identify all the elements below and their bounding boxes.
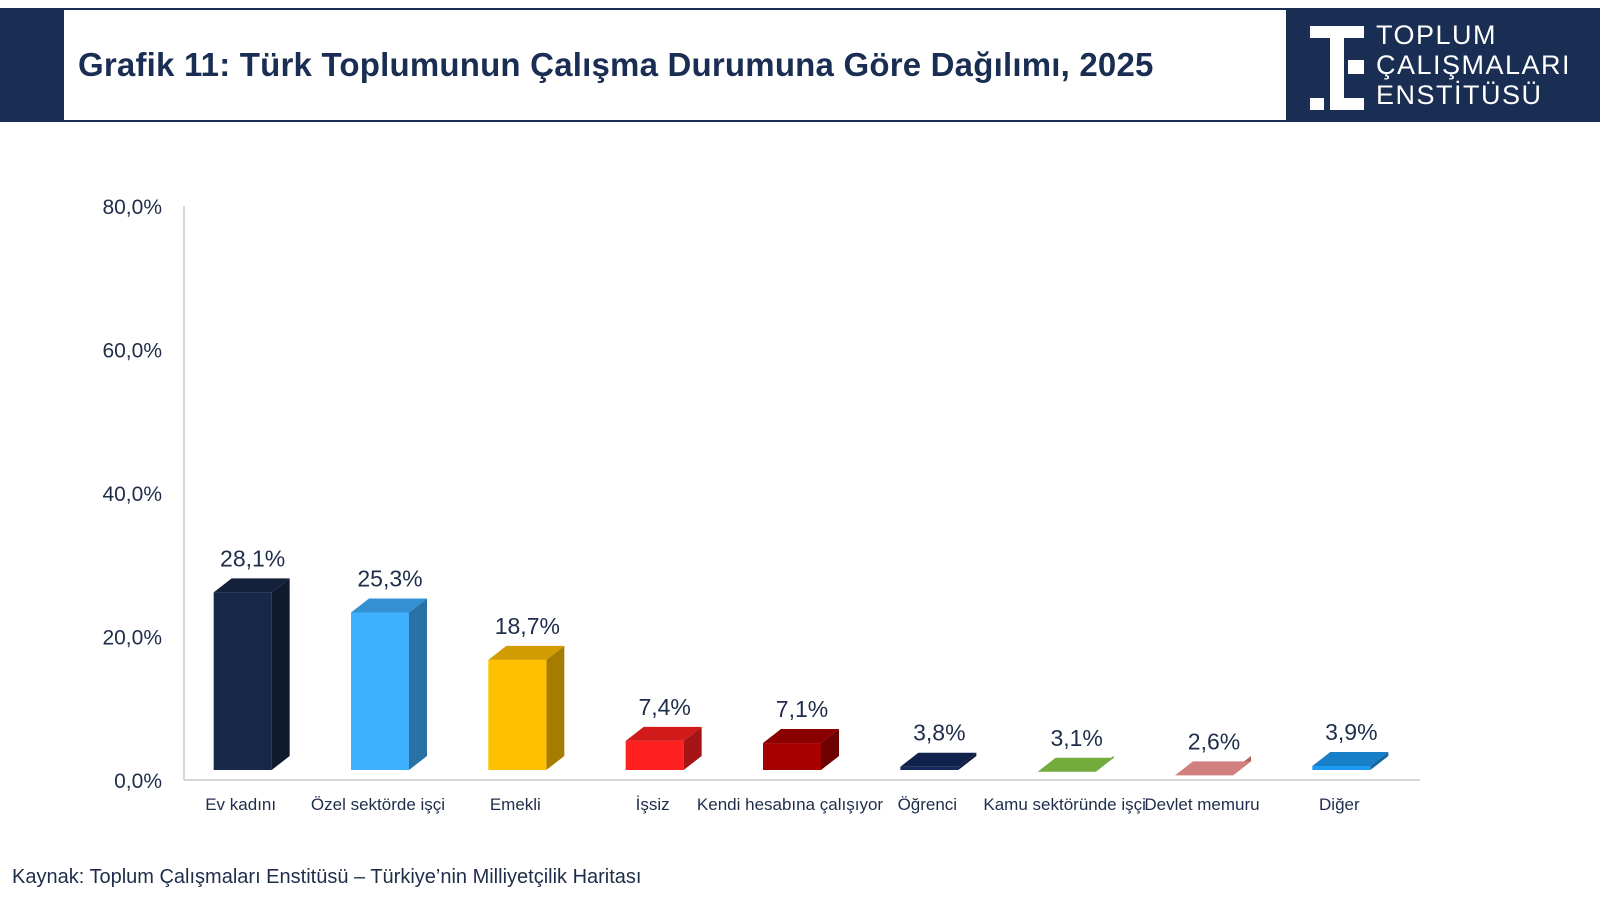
logo-line-3: ENSTİTÜSÜ (1376, 80, 1543, 110)
bar-top (1037, 757, 1114, 772)
bar (763, 743, 821, 770)
institute-logo: TOPLUM ÇALIŞMALARI ENSTİTÜSÜ (1310, 20, 1590, 114)
y-tick-label: 60,0% (102, 340, 162, 363)
chart-title: Grafik 11: Türk Toplumunun Çalışma Durum… (78, 46, 1154, 83)
source-note: Kaynak: Toplum Çalışmaları Enstitüsü – T… (12, 866, 642, 888)
x-tick-label: Özel sektörde işçi (311, 795, 445, 814)
bar-top (763, 729, 839, 744)
bar-side (683, 726, 702, 770)
data-label: 3,1% (1050, 725, 1102, 751)
header-accent (0, 8, 64, 122)
data-label: 7,1% (776, 696, 828, 722)
bar-top (351, 598, 427, 613)
title-box: Grafik 11: Türk Toplumunun Çalışma Durum… (64, 10, 1286, 120)
x-tick-label: Öğrenci (898, 795, 958, 814)
bar-side (409, 598, 427, 770)
bar (351, 612, 409, 770)
bar-top (900, 752, 977, 767)
x-tick-label: İşsiz (636, 795, 670, 814)
x-tick-label: Ev kadını (205, 795, 276, 814)
data-label: 2,6% (1188, 728, 1240, 754)
bar-top (625, 726, 702, 741)
logo-text: TOPLUM ÇALIŞMALARI ENSTİTÜSÜ (1376, 20, 1571, 110)
y-tick-label: 40,0% (102, 483, 162, 506)
data-label: 25,3% (357, 565, 422, 591)
data-label: 3,8% (913, 720, 965, 746)
bar-top (1175, 761, 1251, 776)
y-tick-label: 20,0% (102, 627, 162, 650)
data-label: 18,7% (495, 613, 560, 639)
bar (213, 592, 272, 770)
bar-top (488, 645, 565, 660)
bar (1312, 766, 1371, 770)
bar-top (1312, 752, 1389, 767)
data-label: 7,4% (638, 694, 690, 720)
x-tick-label: Diğer (1319, 795, 1360, 814)
bar (625, 740, 684, 770)
bar (488, 659, 547, 770)
bar-side (821, 729, 839, 770)
bar (900, 766, 959, 770)
bar-side (546, 645, 565, 770)
x-tick-label: Devlet memuru (1144, 795, 1259, 814)
data-label: 28,1% (220, 545, 285, 571)
x-tick-label: Kamu sektöründe işçi (983, 795, 1146, 814)
bar-side (958, 752, 977, 770)
header-bar: Grafik 11: Türk Toplumunun Çalışma Durum… (0, 8, 1600, 122)
y-tick-label: 0,0% (114, 770, 162, 793)
x-tick-label: Kendi hesabına çalışıyor (697, 795, 884, 814)
bar-chart: 0,0% 20,0% 40,0% 60,0% 80,0% 28,1% Ev kadını 25… (102, 196, 1420, 814)
bar-side (271, 578, 290, 770)
logo-mark-icon (1310, 26, 1364, 110)
y-tick-label: 80,0% (102, 196, 162, 219)
logo-line-2: ÇALIŞMALARI (1376, 50, 1572, 80)
x-tick-label: Emekli (490, 795, 541, 814)
logo-line-1: TOPLUM (1376, 20, 1498, 50)
bar-side (1370, 752, 1389, 770)
data-label: 3,9% (1325, 719, 1377, 745)
bar-top (213, 578, 290, 593)
